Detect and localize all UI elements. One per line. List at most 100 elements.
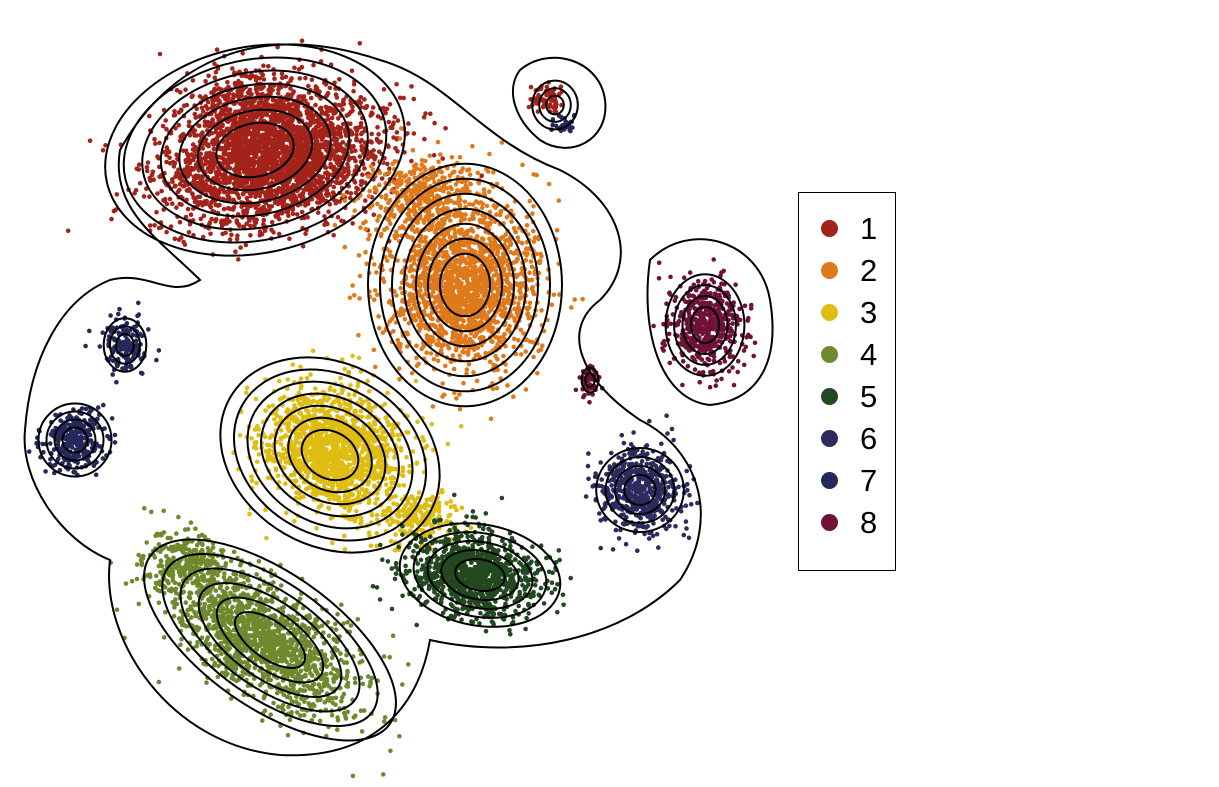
data-point [514, 274, 519, 280]
data-point [359, 131, 364, 137]
data-point [407, 283, 413, 289]
data-point [157, 140, 162, 146]
data-point [253, 74, 259, 80]
data-point [305, 214, 310, 220]
data-point [348, 109, 354, 115]
data-point [340, 107, 345, 112]
data-point [194, 133, 199, 138]
data-point [270, 157, 275, 163]
data-point [519, 240, 525, 246]
data-point [457, 392, 462, 397]
data-point [312, 142, 318, 148]
data-point [340, 140, 346, 145]
data-point [260, 72, 266, 78]
data-point [362, 166, 367, 171]
data-point [200, 146, 206, 151]
data-point [512, 336, 517, 342]
data-point [276, 231, 282, 237]
data-point [229, 141, 235, 146]
data-point [236, 144, 241, 149]
data-point [205, 99, 211, 105]
data-point [312, 136, 318, 141]
data-point [354, 136, 359, 141]
data-point [402, 219, 408, 224]
data-point [314, 85, 320, 91]
data-point [255, 148, 261, 153]
data-point [330, 128, 336, 133]
data-point [253, 194, 258, 199]
data-point [483, 350, 488, 356]
scatter-points [26, 38, 758, 779]
data-point [207, 122, 213, 127]
data-point [240, 132, 246, 138]
data-point [226, 155, 232, 160]
data-point [278, 174, 284, 179]
data-point [411, 296, 417, 302]
data-point [243, 242, 249, 248]
data-point [375, 124, 380, 130]
data-point [303, 231, 308, 236]
data-point [311, 163, 317, 168]
data-point [236, 148, 242, 154]
data-point [241, 105, 247, 110]
data-point [291, 89, 297, 94]
data-point [288, 86, 293, 91]
data-point [496, 281, 502, 287]
data-point [200, 234, 206, 240]
data-point [469, 257, 475, 263]
data-point [198, 216, 204, 222]
data-point [313, 177, 319, 183]
data-point [292, 65, 297, 71]
data-point [243, 140, 248, 146]
data-point [390, 122, 396, 127]
data-point [537, 258, 543, 264]
data-point [435, 266, 440, 271]
data-point [539, 308, 544, 313]
data-point [303, 203, 308, 208]
data-point [511, 344, 517, 350]
data-point [319, 143, 324, 148]
data-point [362, 97, 367, 102]
data-point [490, 170, 496, 175]
data-point [185, 206, 191, 212]
data-point [440, 156, 446, 161]
data-point [229, 159, 234, 165]
data-point [517, 295, 523, 300]
data-point [295, 140, 301, 146]
data-point [275, 201, 281, 207]
data-point [495, 342, 500, 347]
data-point [225, 127, 231, 132]
data-point [531, 239, 537, 244]
data-point [580, 296, 585, 302]
data-point [428, 351, 434, 356]
data-point [368, 113, 374, 118]
data-point [470, 202, 476, 207]
data-point [294, 112, 300, 117]
data-point [452, 259, 458, 264]
data-point [238, 91, 244, 96]
data-point [480, 220, 485, 225]
data-point [134, 166, 140, 171]
data-point [308, 182, 314, 188]
data-point [530, 285, 535, 290]
data-point [286, 101, 292, 107]
data-point [528, 259, 534, 264]
data-point [505, 383, 510, 388]
data-point [276, 145, 282, 150]
data-point [434, 341, 439, 347]
data-point [508, 242, 513, 248]
data-point [435, 358, 441, 364]
data-point [240, 224, 246, 229]
data-point [267, 83, 273, 89]
data-point [519, 352, 524, 357]
data-point [466, 346, 472, 352]
data-point [328, 164, 333, 170]
data-point [162, 198, 168, 204]
data-point [357, 273, 363, 279]
data-point [387, 249, 393, 255]
data-point [551, 292, 557, 298]
data-point [236, 153, 241, 158]
data-point [357, 154, 363, 159]
data-point [167, 155, 172, 160]
data-point [442, 392, 447, 398]
